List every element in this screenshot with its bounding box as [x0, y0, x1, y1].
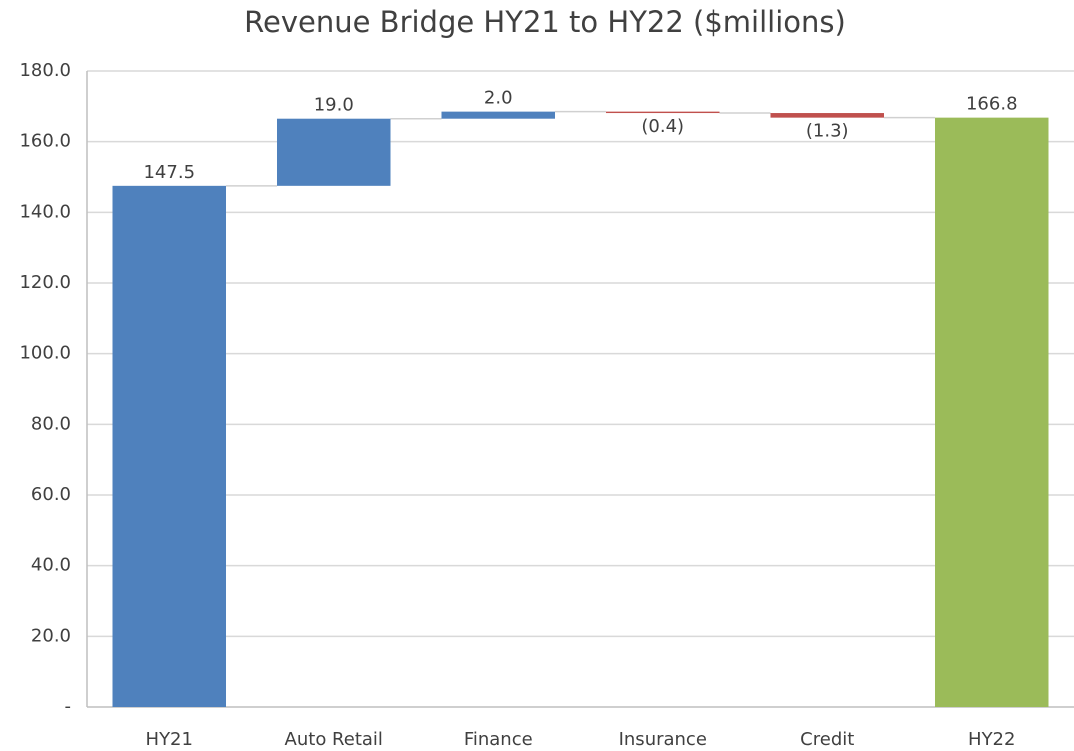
- data-label: 2.0: [484, 88, 513, 109]
- x-tick-label: Finance: [464, 729, 533, 750]
- y-tick-label: 180.0: [19, 60, 71, 81]
- x-tick-label: Credit: [800, 729, 854, 750]
- bar: [441, 111, 556, 119]
- bar: [276, 118, 391, 186]
- y-tick-label: 120.0: [19, 272, 71, 293]
- bar: [112, 185, 227, 708]
- data-label: (0.4): [641, 116, 684, 137]
- x-tick-label: Insurance: [619, 729, 707, 750]
- y-tick-label: 100.0: [19, 343, 71, 364]
- chart-title: Revenue Bridge HY21 to HY22 ($millions): [244, 5, 846, 39]
- data-label: 147.5: [143, 162, 195, 183]
- x-tick-label: HY22: [968, 729, 1015, 750]
- y-tick-label: 160.0: [19, 131, 71, 152]
- bar: [770, 113, 885, 118]
- data-label: (1.3): [806, 121, 849, 142]
- x-tick-label: Auto Retail: [285, 729, 383, 750]
- y-tick-label: 140.0: [19, 201, 71, 222]
- x-tick-label: HY21: [146, 729, 193, 750]
- data-label: 166.8: [966, 94, 1018, 115]
- data-label: 19.0: [314, 95, 354, 116]
- bar: [934, 117, 1049, 707]
- y-tick-label: 20.0: [31, 625, 71, 646]
- y-tick-label: 60.0: [31, 484, 71, 505]
- y-tick-label: 40.0: [31, 555, 71, 576]
- y-tick-label: -: [65, 696, 72, 717]
- bar: [605, 111, 720, 114]
- y-tick-label: 80.0: [31, 413, 71, 434]
